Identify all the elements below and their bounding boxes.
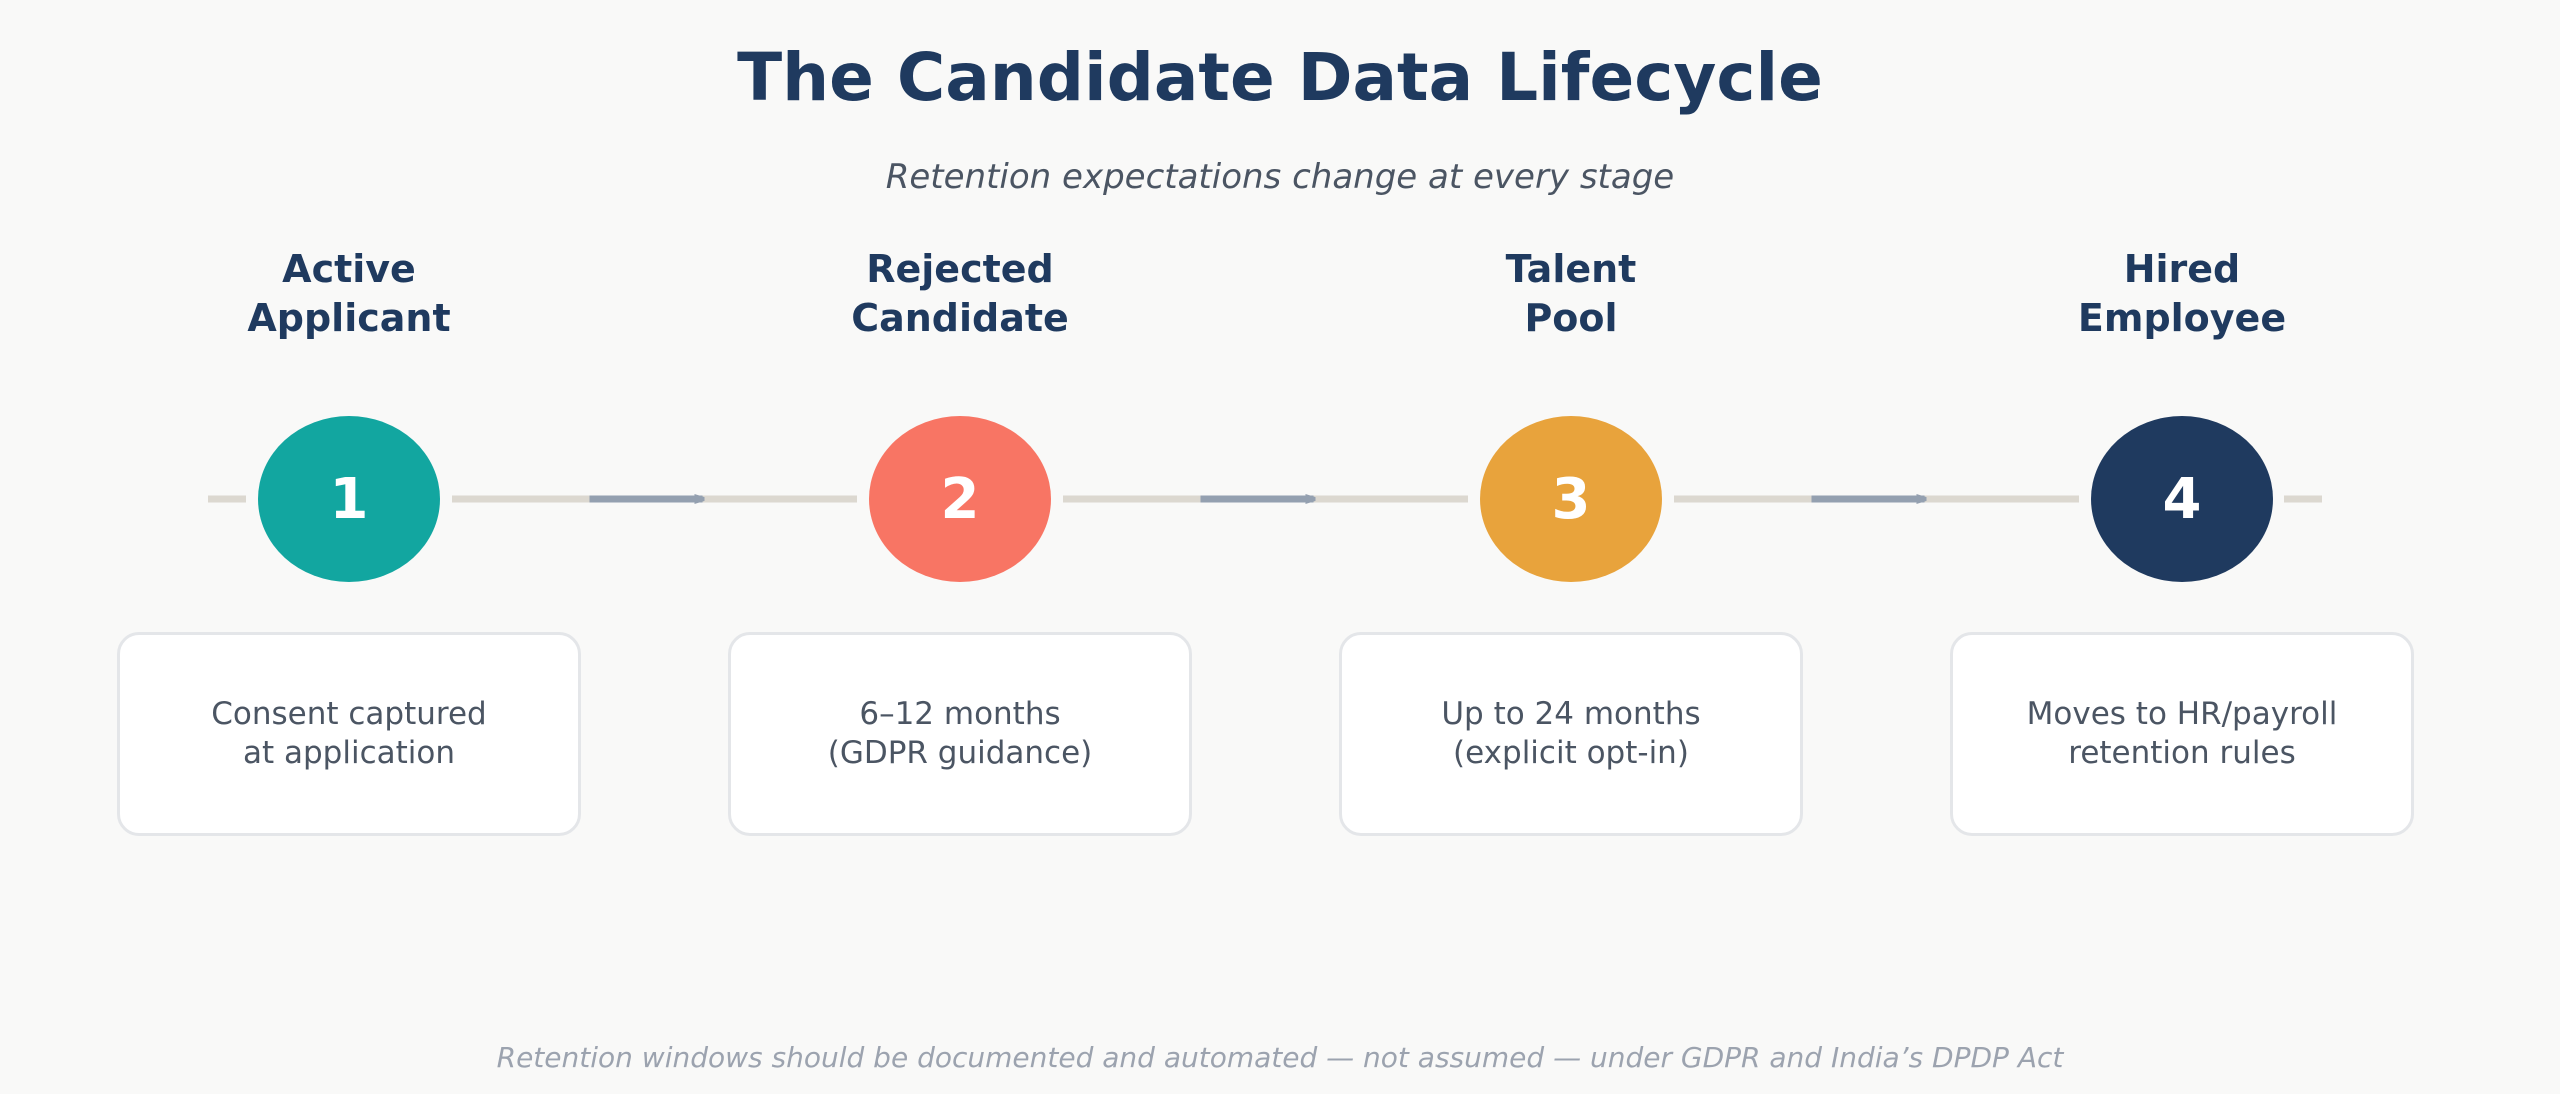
card-text-line: (GDPR guidance): [827, 735, 1093, 771]
footer-note: Retention windows should be documented a…: [496, 1041, 2064, 1074]
card-text-line: Consent captured: [211, 696, 487, 732]
stage-label-line: Applicant: [247, 296, 451, 340]
stage-label-line: Hired: [2123, 247, 2241, 291]
card-text-line: 6–12 months: [859, 696, 1061, 732]
stage-number-circle-2: 2: [869, 416, 1051, 582]
stage-label-line: Candidate: [851, 296, 1069, 340]
stage-description-card-2: 6–12 months (GDPR guidance): [728, 632, 1192, 836]
page-title: The Candidate Data Lifecycle: [737, 39, 1823, 116]
stage-label-line: Talent: [1505, 247, 1637, 291]
card-text-line: Up to 24 months: [1441, 696, 1701, 732]
stage-label-line: Active: [282, 247, 416, 291]
stage-description-card-4: Moves to HR/payroll retention rules: [1950, 632, 2414, 836]
stage-label-4: Hired Employee: [1982, 245, 2382, 343]
stage-label-3: Talent Pool: [1371, 245, 1771, 343]
stage-label-line: Pool: [1524, 296, 1618, 340]
stage-label-line: Employee: [2077, 296, 2287, 340]
stage-description-card-1: Consent captured at application: [117, 632, 581, 836]
stage-number-circle-3: 3: [1480, 416, 1662, 582]
stage-label-2: Rejected Candidate: [760, 245, 1160, 343]
stage-label-line: Rejected: [866, 247, 1054, 291]
card-text-line: Moves to HR/payroll: [2026, 696, 2338, 732]
stage-number-circle-4: 4: [2091, 416, 2273, 582]
stage-label-1: Active Applicant: [149, 245, 549, 343]
card-text-line: retention rules: [2068, 735, 2296, 771]
page-subtitle: Retention expectations change at every s…: [885, 157, 1675, 197]
stage-description-card-3: Up to 24 months (explicit opt-in): [1339, 632, 1803, 836]
stage-number-circle-1: 1: [258, 416, 440, 582]
card-text-line: at application: [242, 735, 455, 771]
card-text-line: (explicit opt-in): [1453, 735, 1689, 771]
